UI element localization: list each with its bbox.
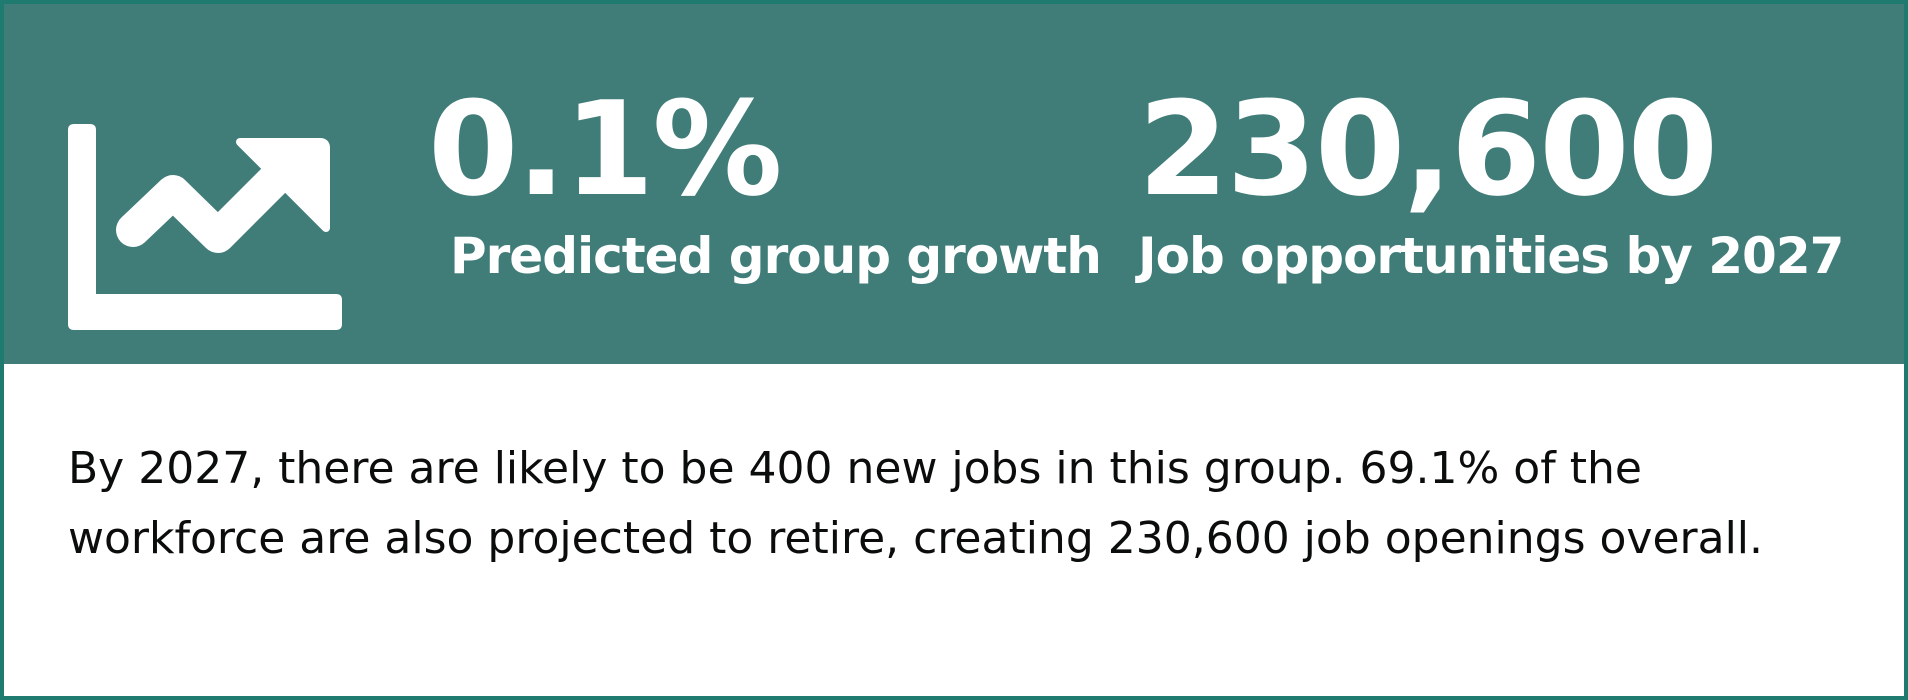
job-opportunities-label: Job opportunities by 2027 (1138, 227, 1844, 285)
job-opportunities-stat: 230,600 Job opportunities by 2027 (1138, 73, 1844, 286)
growth-value: 0.1% (428, 73, 783, 225)
trending-up-chart-icon (68, 124, 342, 330)
growth-label: Predicted group growth (450, 227, 1102, 285)
stats-banner: 0.1% Predicted group growth 230,600 Job … (4, 4, 1904, 364)
job-opportunities-value: 230,600 (1138, 73, 1718, 225)
outlook-description: By 2027, there are likely to be 400 new … (68, 443, 1764, 564)
growth-stat: 0.1% Predicted group growth (428, 73, 1102, 286)
